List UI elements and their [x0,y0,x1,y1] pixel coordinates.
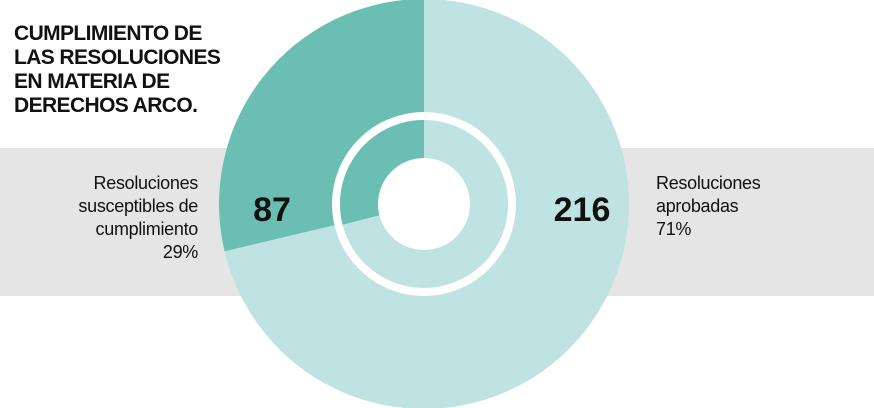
chart-title: CUMPLIMIENTO DE LAS RESOLUCIONES EN MATE… [14,22,221,117]
value-label: 87 [253,191,291,229]
value-label: 216 [554,191,611,229]
label-right: Resoluciones aprobadas 71% [656,172,786,241]
category-label: Resoluciones aprobadas [656,173,761,216]
percentage-label: 71% [656,219,692,239]
category-label: Resoluciones susceptibles de cumplimient… [78,173,198,239]
label-left: Resoluciones susceptibles de cumplimient… [38,172,198,264]
percentage-label: 29% [162,242,198,262]
hole [378,158,470,250]
ring-gap [332,112,516,296]
